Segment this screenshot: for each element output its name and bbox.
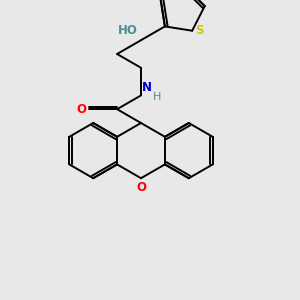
Text: S: S [195,24,204,37]
Text: O: O [76,103,86,116]
Text: O: O [136,181,146,194]
Text: N: N [142,81,152,94]
Text: H: H [152,92,161,102]
Text: HO: HO [118,24,137,37]
